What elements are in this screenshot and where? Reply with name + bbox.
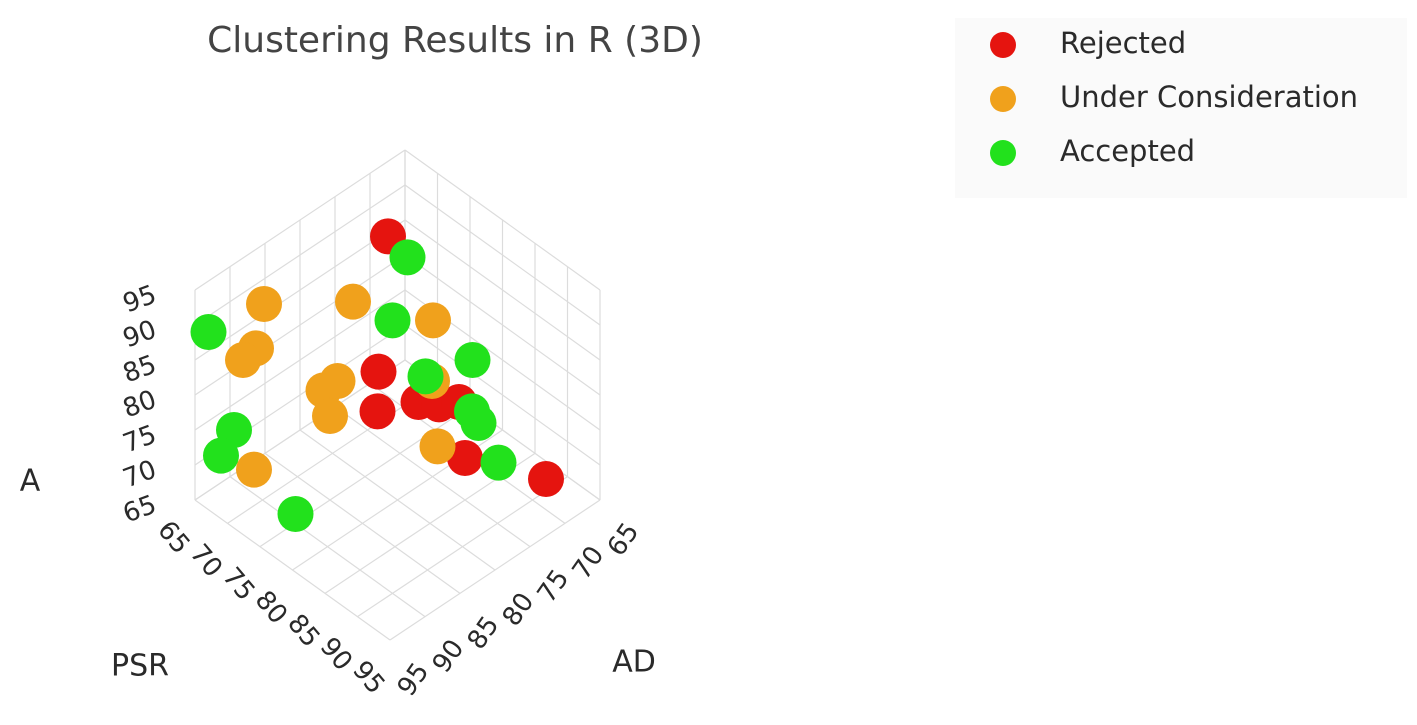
grid-line: [334, 406, 531, 548]
legend-box: [955, 18, 1407, 198]
data-point: [389, 239, 426, 276]
data-point: [407, 358, 444, 395]
legend-label[interactable]: Accepted: [1060, 134, 1195, 168]
data-point: [319, 363, 356, 399]
y-axis-title: AD: [612, 645, 656, 680]
data-point: [236, 451, 272, 488]
z-tick-label: 75: [119, 420, 160, 460]
grid-line: [404, 254, 601, 396]
z-tick-label: 90: [119, 315, 160, 355]
y-tick-label: 85: [462, 611, 506, 655]
z-tick-label: 80: [119, 385, 160, 425]
data-point: [480, 444, 517, 481]
data-point: [528, 461, 564, 497]
y-tick-label: 95: [392, 658, 436, 702]
legend-marker[interactable]: [990, 32, 1016, 58]
grid-line: [404, 149, 601, 291]
data-point: [335, 283, 371, 320]
data-point: [360, 353, 397, 390]
grid-line: [229, 476, 426, 618]
z-axis-title: A: [20, 464, 41, 499]
z-tick-label: 85: [119, 350, 160, 390]
x-tick-label: 95: [346, 655, 390, 700]
z-tick-label: 70: [119, 455, 160, 495]
data-point: [419, 428, 456, 465]
data-point: [447, 440, 483, 476]
grid-line: [404, 324, 601, 466]
grid-line: [194, 219, 406, 361]
y-tick-label: 65: [602, 518, 646, 562]
y-tick-label: 70: [567, 541, 611, 585]
grid-line: [264, 452, 461, 594]
data-point: [277, 496, 314, 532]
grid-line: [194, 149, 406, 291]
grid-line: [404, 219, 601, 361]
grid-line: [299, 429, 496, 571]
grid-line: [194, 499, 391, 641]
legend-marker[interactable]: [990, 140, 1016, 166]
grid-line: [404, 184, 601, 326]
data-point: [415, 302, 451, 339]
data-point: [312, 398, 348, 434]
y-tick-label: 80: [497, 588, 541, 632]
data-point: [246, 286, 282, 322]
y-tick-label: 75: [532, 564, 576, 608]
chart-title: Clustering Results in R (3D): [207, 20, 703, 61]
grid-line: [194, 289, 406, 431]
z-tick-label: 95: [119, 280, 160, 320]
data-point: [460, 405, 497, 441]
y-tick-label: 90: [427, 634, 471, 678]
data-point: [225, 342, 261, 378]
data-point: [203, 437, 239, 474]
data-point: [190, 314, 227, 350]
legend-label[interactable]: Rejected: [1060, 26, 1186, 60]
x-axis-title: PSR: [111, 649, 169, 684]
grid-line: [194, 184, 406, 326]
z-tick-label: 65: [119, 490, 160, 530]
data-point: [374, 302, 411, 339]
data-point: [359, 393, 396, 430]
legend-label[interactable]: Under Consideration: [1060, 80, 1358, 114]
legend-marker[interactable]: [990, 86, 1016, 112]
data-point: [454, 342, 491, 378]
